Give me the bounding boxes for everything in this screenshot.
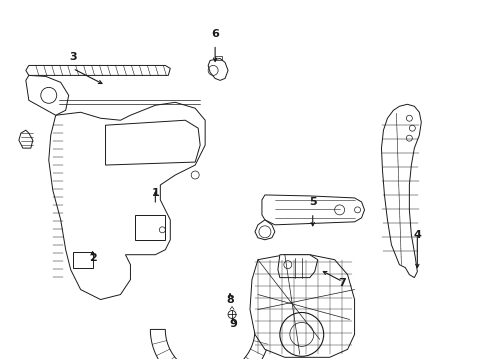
Text: 6: 6 — [211, 28, 219, 39]
Polygon shape — [262, 195, 364, 225]
Polygon shape — [105, 120, 200, 165]
Text: 3: 3 — [69, 53, 76, 62]
Polygon shape — [208, 58, 227, 80]
Polygon shape — [249, 255, 354, 357]
Polygon shape — [26, 66, 170, 75]
Polygon shape — [19, 130, 33, 148]
Text: 4: 4 — [412, 230, 420, 240]
Polygon shape — [277, 255, 317, 278]
Text: 8: 8 — [226, 294, 233, 305]
Polygon shape — [381, 104, 421, 278]
Text: 1: 1 — [151, 188, 159, 198]
Polygon shape — [269, 324, 279, 337]
Polygon shape — [254, 220, 274, 240]
Text: 9: 9 — [229, 319, 237, 329]
Polygon shape — [150, 329, 269, 360]
Polygon shape — [49, 102, 205, 300]
Text: 2: 2 — [88, 253, 96, 263]
Polygon shape — [26, 75, 68, 115]
Text: 7: 7 — [338, 278, 346, 288]
Polygon shape — [73, 252, 92, 268]
Text: 5: 5 — [308, 197, 316, 207]
